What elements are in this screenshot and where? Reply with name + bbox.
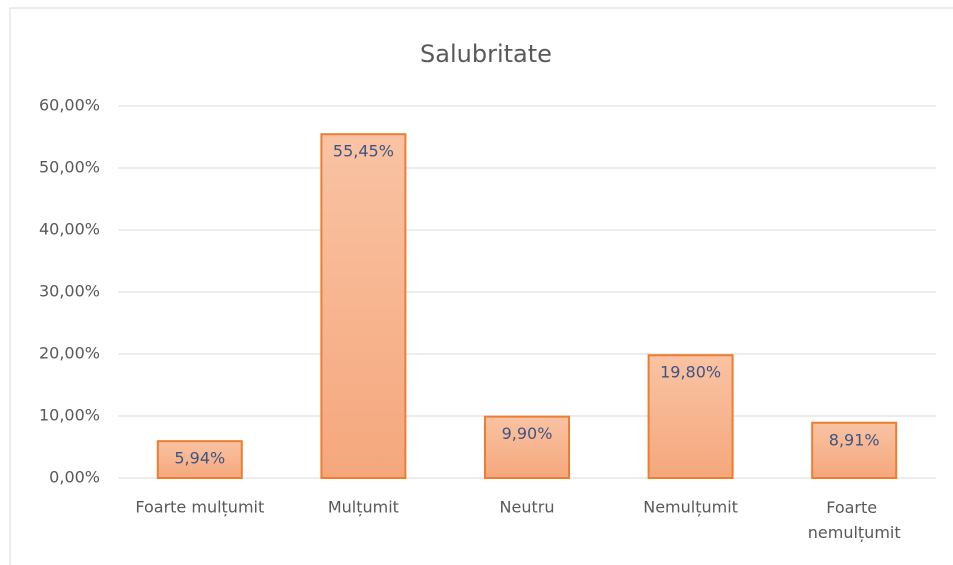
y-tick-label: 20,00% xyxy=(39,344,100,363)
bar xyxy=(320,133,407,480)
bar xyxy=(811,421,898,479)
y-tick-label: 0,00% xyxy=(49,468,100,487)
bar xyxy=(484,415,570,479)
data-label: 5,94% xyxy=(174,449,225,468)
y-tick-label: 30,00% xyxy=(39,282,100,301)
y-tick-label: 40,00% xyxy=(39,220,100,239)
chart-title: Salubritate xyxy=(420,40,552,68)
data-label: 9,90% xyxy=(502,424,553,443)
bar xyxy=(647,354,734,479)
y-tick-label: 10,00% xyxy=(39,406,100,425)
x-tick-label: Nemulțumit xyxy=(643,498,738,517)
chart-border xyxy=(9,7,953,565)
y-tick-label: 60,00% xyxy=(39,96,100,115)
data-label: 55,45% xyxy=(333,142,394,161)
data-label: 19,80% xyxy=(660,363,721,382)
x-tick-label: Foarte nemulțumit xyxy=(808,498,901,542)
y-tick-label: 50,00% xyxy=(39,158,100,177)
x-tick-label: Foarte mulțumit xyxy=(135,498,264,517)
data-label: 8,91% xyxy=(829,430,880,449)
x-tick-label: Neutru xyxy=(500,498,555,517)
x-tick-label: Mulțumit xyxy=(328,498,399,517)
bar xyxy=(156,440,243,479)
